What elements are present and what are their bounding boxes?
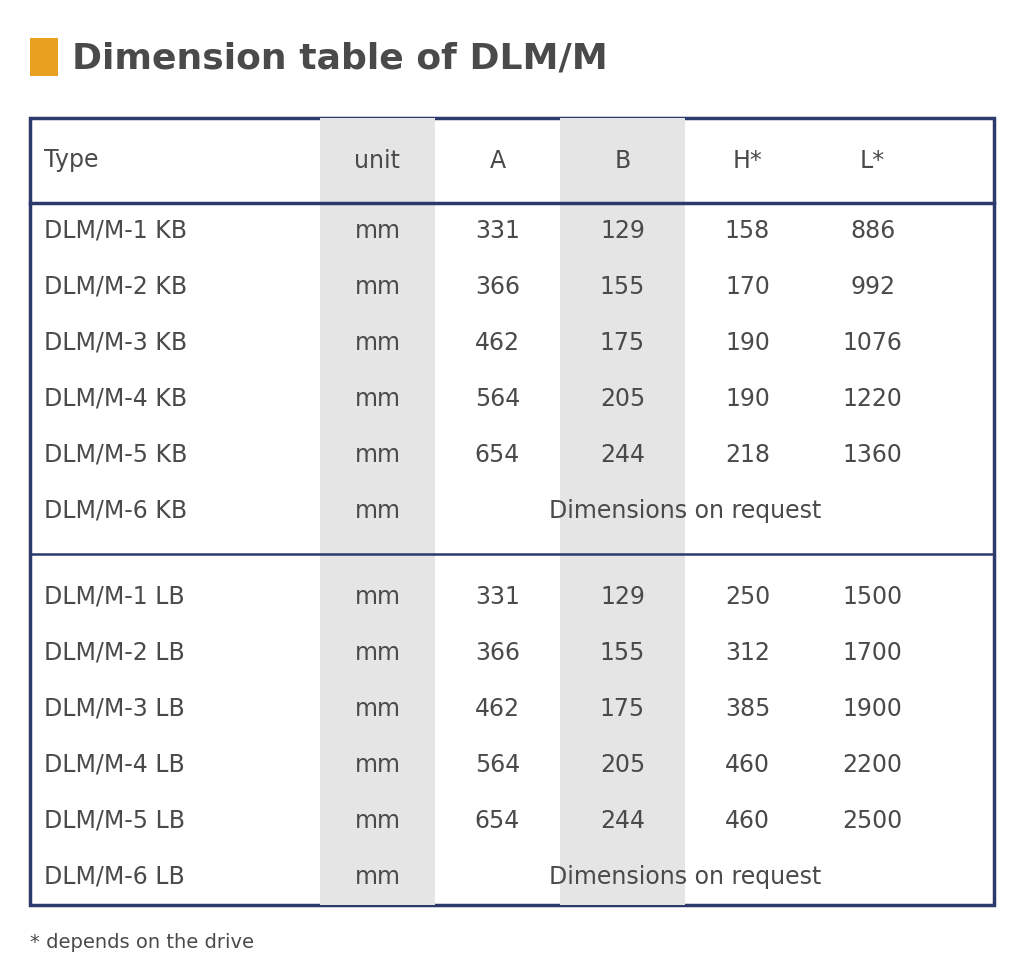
Text: 175: 175 <box>600 331 645 355</box>
Text: 1076: 1076 <box>843 331 902 355</box>
Text: 244: 244 <box>600 809 645 833</box>
Text: 1900: 1900 <box>843 697 902 721</box>
Text: mm: mm <box>354 275 400 299</box>
Text: 2200: 2200 <box>843 753 902 777</box>
Text: 175: 175 <box>600 697 645 721</box>
Text: DLM/M-4 LB: DLM/M-4 LB <box>44 753 184 777</box>
Text: DLM/M-4 KB: DLM/M-4 KB <box>44 387 187 411</box>
Text: Type: Type <box>44 149 98 173</box>
Text: 460: 460 <box>725 809 770 833</box>
Text: mm: mm <box>354 499 400 523</box>
Text: unit: unit <box>354 149 400 173</box>
Text: 1500: 1500 <box>843 585 902 609</box>
Text: Dimension table of DLM/M: Dimension table of DLM/M <box>72 41 608 75</box>
Text: DLM/M-5 KB: DLM/M-5 KB <box>44 443 187 467</box>
Text: 190: 190 <box>725 331 770 355</box>
Text: DLM/M-5 LB: DLM/M-5 LB <box>44 809 185 833</box>
Text: 205: 205 <box>600 753 645 777</box>
Text: DLM/M-2 KB: DLM/M-2 KB <box>44 275 187 299</box>
Text: 1220: 1220 <box>843 387 902 411</box>
Text: mm: mm <box>354 753 400 777</box>
Text: 155: 155 <box>600 275 645 299</box>
Text: 244: 244 <box>600 443 645 467</box>
Text: 460: 460 <box>725 753 770 777</box>
Text: DLM/M-6 LB: DLM/M-6 LB <box>44 865 184 889</box>
Text: 992: 992 <box>850 275 895 299</box>
Text: mm: mm <box>354 387 400 411</box>
Text: mm: mm <box>354 809 400 833</box>
Text: 129: 129 <box>600 585 645 609</box>
Text: 462: 462 <box>475 697 520 721</box>
Text: mm: mm <box>354 585 400 609</box>
Text: Dimensions on request: Dimensions on request <box>549 499 821 523</box>
Text: 366: 366 <box>475 641 520 665</box>
Text: 218: 218 <box>725 443 770 467</box>
Text: 366: 366 <box>475 275 520 299</box>
Text: 170: 170 <box>725 275 770 299</box>
Text: 190: 190 <box>725 387 770 411</box>
Text: 158: 158 <box>725 219 770 243</box>
Text: 331: 331 <box>475 219 520 243</box>
Text: 462: 462 <box>475 331 520 355</box>
Text: L*: L* <box>860 149 885 173</box>
Text: 312: 312 <box>725 641 770 665</box>
Text: mm: mm <box>354 865 400 889</box>
Text: 205: 205 <box>600 387 645 411</box>
Text: B: B <box>614 149 631 173</box>
Text: 129: 129 <box>600 219 645 243</box>
Text: 564: 564 <box>475 753 520 777</box>
Text: A: A <box>489 149 506 173</box>
Text: mm: mm <box>354 331 400 355</box>
Text: DLM/M-1 LB: DLM/M-1 LB <box>44 585 184 609</box>
Text: 654: 654 <box>475 809 520 833</box>
Text: 155: 155 <box>600 641 645 665</box>
Text: mm: mm <box>354 219 400 243</box>
Text: 1700: 1700 <box>843 641 902 665</box>
Text: Dimensions on request: Dimensions on request <box>549 865 821 889</box>
Text: 250: 250 <box>725 585 770 609</box>
Text: 385: 385 <box>725 697 770 721</box>
Text: 2500: 2500 <box>843 809 902 833</box>
Text: H*: H* <box>732 149 763 173</box>
Text: mm: mm <box>354 641 400 665</box>
Text: DLM/M-1 KB: DLM/M-1 KB <box>44 219 187 243</box>
Text: DLM/M-3 KB: DLM/M-3 KB <box>44 331 187 355</box>
Text: 654: 654 <box>475 443 520 467</box>
Text: mm: mm <box>354 697 400 721</box>
Text: 564: 564 <box>475 387 520 411</box>
Text: 886: 886 <box>850 219 895 243</box>
Text: mm: mm <box>354 443 400 467</box>
Text: DLM/M-6 KB: DLM/M-6 KB <box>44 499 187 523</box>
Text: 1360: 1360 <box>843 443 902 467</box>
Text: DLM/M-2 LB: DLM/M-2 LB <box>44 641 184 665</box>
Text: 331: 331 <box>475 585 520 609</box>
Text: DLM/M-3 LB: DLM/M-3 LB <box>44 697 184 721</box>
Text: * depends on the drive: * depends on the drive <box>30 932 254 951</box>
